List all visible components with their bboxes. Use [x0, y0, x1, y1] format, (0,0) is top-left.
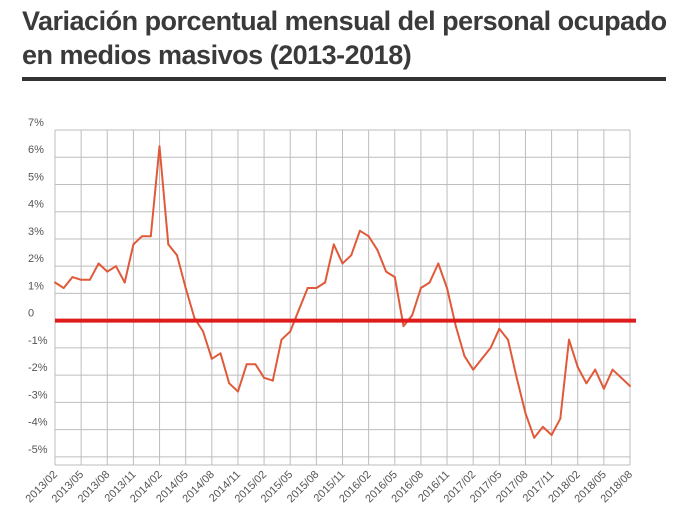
y-tick-label: 6% — [28, 144, 44, 156]
chart-title: Variación porcentual mensual del persona… — [22, 6, 667, 70]
data-point — [629, 385, 631, 388]
data-point — [515, 376, 518, 379]
data-point — [585, 382, 588, 385]
y-tick-label: -1% — [28, 335, 48, 347]
data-point — [271, 379, 274, 382]
data-point — [141, 235, 144, 238]
data-point — [97, 262, 100, 265]
y-tick-label: -2% — [28, 362, 48, 374]
data-point — [576, 365, 579, 368]
data-point — [167, 243, 170, 246]
grid — [54, 129, 631, 466]
data-point — [489, 346, 492, 349]
data-point — [175, 254, 178, 257]
data-point — [559, 417, 562, 420]
y-tick-label: 2% — [28, 253, 44, 265]
data-point — [602, 387, 605, 390]
data-point — [411, 314, 414, 317]
data-point — [297, 308, 300, 311]
data-point — [80, 278, 83, 281]
data-point — [193, 316, 196, 319]
data-point — [254, 363, 257, 366]
data-point — [620, 376, 623, 379]
y-tick-label: 7% — [28, 117, 44, 129]
y-tick-label: -5% — [28, 444, 48, 456]
y-axis: 7% 6% 5% 4% 3% 2% 1% 0 -1% -2% -3% -4% -5% — [28, 117, 48, 456]
data-point — [202, 330, 205, 333]
data-point — [472, 368, 475, 371]
data-point — [350, 254, 353, 257]
series-group — [54, 145, 631, 439]
data-point — [437, 262, 440, 265]
data-point — [132, 243, 135, 246]
data-point — [393, 276, 396, 279]
data-point — [219, 352, 222, 355]
data-point — [533, 436, 536, 439]
data-point — [306, 286, 309, 289]
data-point — [480, 357, 483, 360]
data-point — [498, 327, 501, 330]
data-point — [315, 286, 318, 289]
data-point — [611, 368, 614, 371]
data-point — [332, 243, 335, 246]
data-point — [236, 390, 239, 393]
data-point — [184, 286, 187, 289]
y-tick-label: -3% — [28, 389, 48, 401]
data-point — [446, 286, 449, 289]
data-point — [524, 412, 527, 415]
data-point — [106, 270, 109, 273]
y-tick-label: 5% — [28, 171, 44, 183]
data-point — [54, 281, 56, 284]
data-point — [568, 338, 571, 341]
y-tick-label: 1% — [28, 280, 44, 292]
data-point — [358, 229, 361, 232]
y-tick-label: 3% — [28, 226, 44, 238]
x-axis: 2013/022013/052013/082013/112014/022014/… — [24, 469, 636, 506]
data-point — [419, 286, 422, 289]
data-point — [245, 363, 248, 366]
data-point — [402, 325, 405, 328]
data-point — [228, 382, 231, 385]
data-point — [62, 286, 65, 289]
data-point — [507, 338, 510, 341]
data-point — [385, 270, 388, 273]
data-point — [114, 265, 117, 268]
data-point — [88, 278, 91, 281]
data-point — [550, 434, 553, 437]
y-tick-label: -4% — [28, 417, 48, 429]
y-tick-label: 4% — [28, 199, 44, 211]
data-point — [367, 235, 370, 238]
data-point — [428, 281, 431, 284]
data-point — [289, 330, 292, 333]
data-point — [324, 281, 327, 284]
data-point — [280, 338, 283, 341]
data-point — [158, 145, 161, 148]
data-point — [594, 368, 597, 371]
data-point — [123, 281, 126, 284]
data-point — [463, 355, 466, 358]
data-point — [341, 262, 344, 265]
y-tick-label: 0 — [28, 308, 34, 320]
data-point — [263, 376, 266, 379]
data-point — [149, 235, 152, 238]
title-rule — [22, 77, 666, 81]
data-point — [541, 425, 544, 428]
data-point — [454, 325, 457, 328]
data-point — [210, 357, 213, 360]
data-point — [71, 276, 74, 279]
data-point — [376, 248, 379, 251]
